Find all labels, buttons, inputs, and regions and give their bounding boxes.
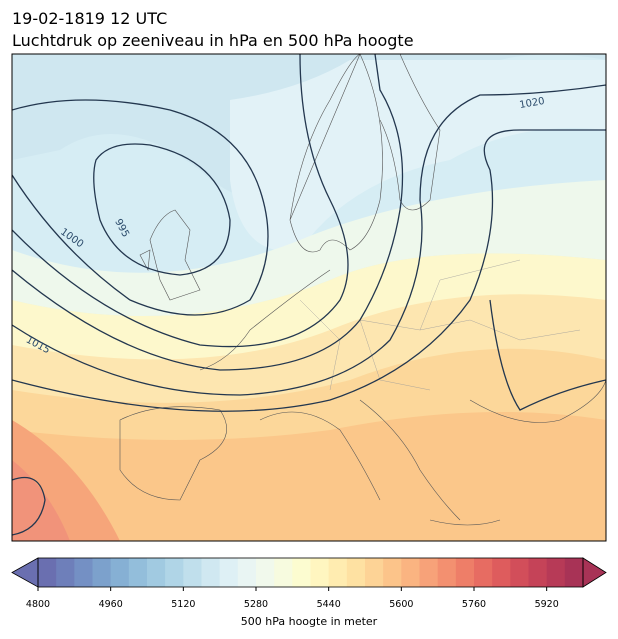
isobar xyxy=(489,299,606,411)
colorbar-tick-label: 5280 xyxy=(244,599,268,610)
band xyxy=(12,412,606,541)
colorbar-segment xyxy=(274,558,293,587)
colorbar-segment xyxy=(110,558,130,587)
colorbar-segment xyxy=(365,558,384,587)
colorbar-segment xyxy=(564,558,584,587)
isobar xyxy=(12,54,349,348)
colorbar-tick-label: 5600 xyxy=(389,599,413,610)
isobar-label: 1020 xyxy=(519,96,546,111)
colorbar-segment xyxy=(310,558,330,587)
band xyxy=(12,460,70,541)
colorbar-segment xyxy=(165,558,184,587)
colorbar-segment xyxy=(38,558,57,587)
colorbar-frame xyxy=(37,557,584,588)
colorbar-extend-high xyxy=(582,557,607,588)
isobar xyxy=(12,54,404,371)
colorbar-segment xyxy=(219,558,239,587)
coastline xyxy=(139,209,201,301)
isobar xyxy=(12,476,46,536)
colorbar-segment xyxy=(401,558,420,587)
coastline xyxy=(289,54,383,253)
map-frame xyxy=(11,53,607,542)
title-description: Luchtdruk op zeeniveau in hPa en 500 hPa… xyxy=(12,31,414,50)
band xyxy=(12,180,606,316)
colorbar-segment xyxy=(455,558,475,587)
colorbar-tick-label: 5760 xyxy=(462,599,486,610)
colorbar-tick-label: 4800 xyxy=(26,599,50,610)
colorbar-segment xyxy=(437,558,457,587)
isobar xyxy=(12,99,269,316)
colorbar-segment xyxy=(56,558,75,587)
colorbar-segment xyxy=(528,558,548,587)
colorbar-segment xyxy=(474,558,493,587)
colorbar-segment xyxy=(128,558,148,587)
colorbar-segment xyxy=(183,558,202,587)
colorbar-segment xyxy=(510,558,529,587)
colorbar-label: 500 hPa hoogte in meter xyxy=(241,615,378,628)
colorbar-segment xyxy=(237,558,257,587)
isobar xyxy=(93,143,231,276)
colorbar-segment xyxy=(383,558,402,587)
colorbar-segment xyxy=(201,558,221,587)
colorbar-segment xyxy=(328,558,348,587)
colorbar-segment xyxy=(346,558,366,587)
colorbar-segment xyxy=(419,558,439,587)
colorbar-extend-low xyxy=(11,557,39,588)
colorbar: 4800 4960 5120 5280 5440 5600 5760 5920 xyxy=(11,557,607,610)
isobar xyxy=(12,129,606,412)
colorbar-segment xyxy=(92,558,112,587)
colorbar-segment xyxy=(546,558,566,587)
title-date: 19-02-1819 12 UTC xyxy=(12,9,167,28)
coastline xyxy=(379,54,441,211)
colorbar-tick-label: 5440 xyxy=(317,599,341,610)
map-area: 1020 995 1000 1015 xyxy=(12,54,606,541)
colorbar-tick-label: 4960 xyxy=(99,599,123,610)
colorbar-tick-label: 5920 xyxy=(535,599,559,610)
band xyxy=(230,60,606,252)
colorbar-segment xyxy=(492,558,511,587)
colorbar-segment xyxy=(147,558,166,587)
colorbar-segment xyxy=(292,558,311,587)
coastline xyxy=(259,379,606,526)
colorbar-tick-label: 5120 xyxy=(171,599,195,610)
colorbar-segment xyxy=(256,558,275,587)
colorbar-segment xyxy=(74,558,93,587)
isobar xyxy=(12,84,606,396)
